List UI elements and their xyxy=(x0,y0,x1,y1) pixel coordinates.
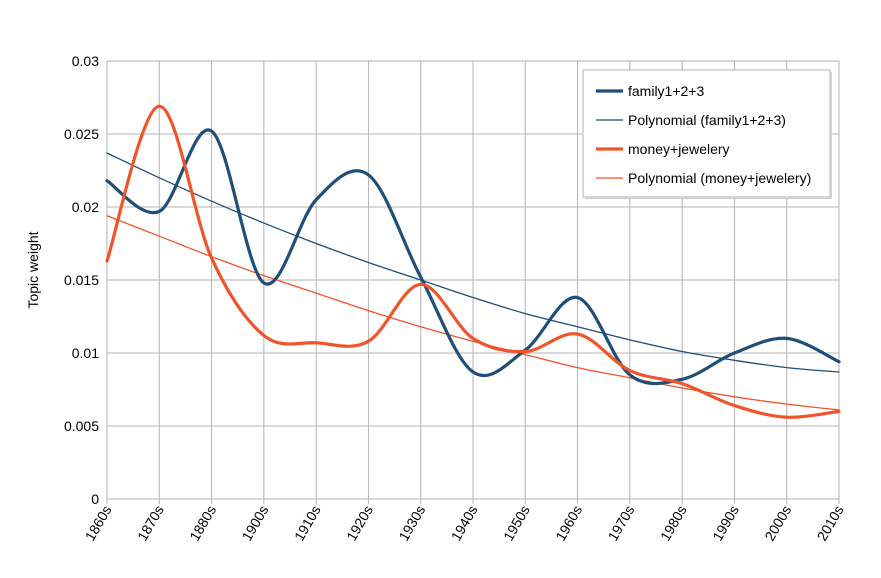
x-tick-label: 1900s xyxy=(239,503,272,544)
y-tick-label: 0.005 xyxy=(64,418,99,434)
legend-label: money+jewelery xyxy=(628,141,730,157)
y-tick-label: 0.025 xyxy=(64,126,99,142)
x-tick-label: 1950s xyxy=(500,503,533,544)
legend: family1+2+3 Polynomial (family1+2+3) money… xyxy=(582,69,832,199)
series-lines xyxy=(105,104,841,419)
legend-box xyxy=(582,69,831,198)
x-tick-label: 1920s xyxy=(343,503,376,544)
x-tick-label: 1970s xyxy=(605,503,638,544)
y-tick-label: 0 xyxy=(91,491,99,507)
legend-box-shadow xyxy=(830,72,832,199)
x-tick-label: 2010s xyxy=(814,503,847,544)
x-tick-label: 1960s xyxy=(552,503,585,544)
y-tick-label: 0.015 xyxy=(64,272,99,288)
series-line-polynomial-family1-2-3- xyxy=(106,152,840,373)
legend-box-shadow xyxy=(585,197,832,199)
legend-label: family1+2+3 xyxy=(628,83,704,99)
legend-label: Polynomial (family1+2+3) xyxy=(628,112,786,128)
y-axis-title: Topic weight xyxy=(25,231,41,308)
y-tick-label: 0.01 xyxy=(72,345,99,361)
x-tick-label: 1990s xyxy=(709,503,742,544)
y-tick-label: 0.02 xyxy=(72,199,99,215)
series-line-family1-2-3 xyxy=(105,128,841,386)
x-tick-label: 1980s xyxy=(657,503,690,544)
x-tick-label: 1880s xyxy=(186,503,219,544)
x-tick-label: 1910s xyxy=(291,503,324,544)
x-tick-label: 1930s xyxy=(395,503,428,544)
series-line-money-jewelery xyxy=(105,104,841,419)
x-tick-label: 1860s xyxy=(82,503,115,544)
gridlines xyxy=(106,60,840,504)
legend-label: Polynomial (money+jewelery) xyxy=(628,170,811,186)
x-axis-ticks: 1860s 1870s 1880s 1900s 1910s 1920s 1930s 1940s… xyxy=(82,503,847,544)
y-axis-ticks: 0 0.005 0.01 0.015 0.02 0.025 0.03 xyxy=(64,53,99,507)
x-tick-label: 1870s xyxy=(134,503,167,544)
series-line-polynomial-money-jewelery- xyxy=(106,215,840,411)
y-tick-label: 0.03 xyxy=(72,53,99,69)
x-tick-label: 2000s xyxy=(761,503,794,544)
x-tick-label: 1940s xyxy=(448,503,481,544)
